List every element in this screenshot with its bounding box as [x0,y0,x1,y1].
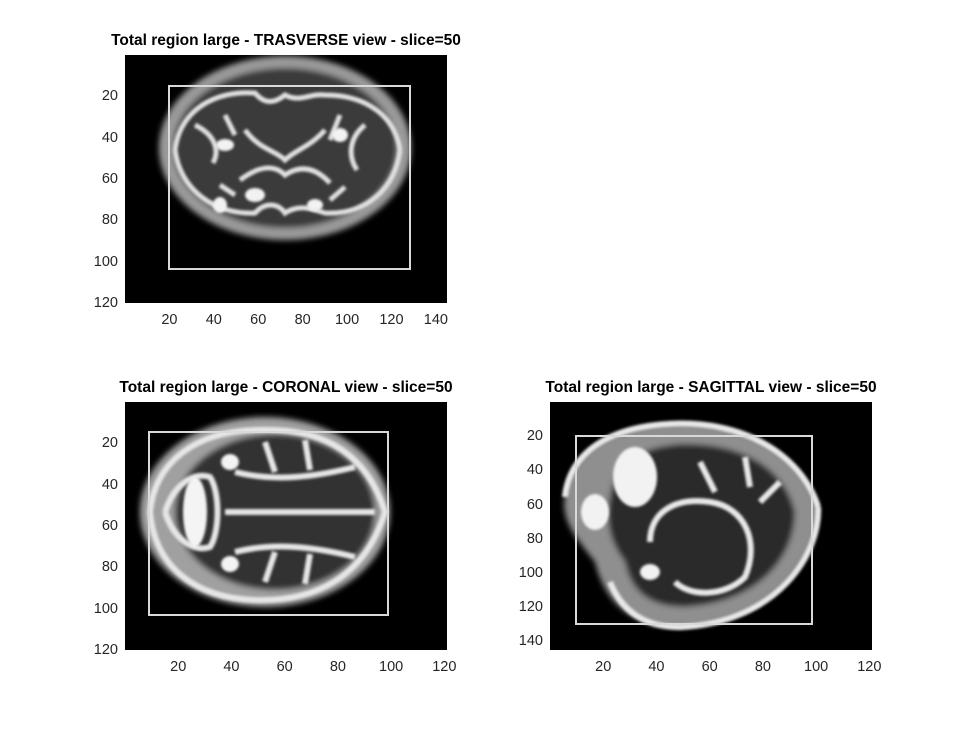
transverse-ytick-label: 40 [101,129,118,146]
coronal-ytick-label: 100 [93,600,118,617]
sagittal-xtick-label: 80 [754,659,771,675]
transverse-ytick-label: 60 [101,171,118,187]
coronal-ytick-label: 120 [93,642,118,658]
coronal-xtick-label: 20 [170,659,187,675]
transverse-xtick-label: 140 [423,312,448,328]
coronal-title: Total region large - CORONAL view - slic… [119,379,453,396]
coronal-xtick-label: 60 [276,659,293,675]
sagittal-ytick-label: 80 [526,530,543,547]
sagittal-xtick-label: 40 [648,659,665,675]
transverse-xtick-label: 40 [205,312,222,328]
transverse-axes[interactable] [125,55,447,303]
coronal-xtick-label: 40 [223,659,240,675]
transverse-ytick-label: 80 [101,212,118,229]
coronal-xtick-label: 120 [432,659,457,675]
transverse-ytick-label: 100 [93,253,118,270]
sagittal-ytick-label: 100 [518,565,543,582]
transverse-xtick-label: 120 [379,312,404,328]
transverse-xtick-label: 60 [250,312,267,328]
sagittal-ytick-label: 40 [526,462,543,479]
sagittal-axes[interactable] [550,402,872,650]
sagittal-roi-box [575,435,813,625]
coronal-axes[interactable] [125,402,447,650]
transverse-ytick-label: 120 [93,295,118,311]
coronal-ytick-label: 80 [101,559,118,576]
coronal-roi-box [148,431,389,616]
coronal-xtick-label: 80 [329,659,346,675]
coronal-ytick-label: 60 [101,518,118,534]
sagittal-xtick-label: 20 [595,659,612,675]
sagittal-title: Total region large - SAGITTAL view - sli… [545,379,877,396]
sagittal-ytick-label: 60 [526,496,543,513]
transverse-xtick-label: 100 [334,312,360,328]
transverse-brain-image [159,56,411,270]
transverse-xtick-label: 20 [161,312,178,328]
coronal-brain-image [140,417,390,616]
sagittal-xtick-label: 100 [804,659,829,675]
transverse-xtick-label: 80 [294,312,311,328]
sagittal-brain-image [562,420,822,631]
sagittal-xtick-label: 60 [701,659,718,675]
sagittal-ytick-label: 120 [518,599,543,616]
transverse-roi-box [168,85,411,270]
coronal-ytick-label: 40 [101,476,118,493]
sagittal-ytick-label: 20 [526,428,543,445]
transverse-title: Total region large - TRASVERSE view - sl… [111,32,461,49]
transverse-ytick-label: 20 [101,88,118,105]
coronal-ytick-label: 20 [101,435,118,452]
sagittal-xtick-label: 120 [857,659,882,675]
coronal-xtick-label: 100 [379,659,404,675]
sagittal-ytick-label: 140 [518,633,543,650]
